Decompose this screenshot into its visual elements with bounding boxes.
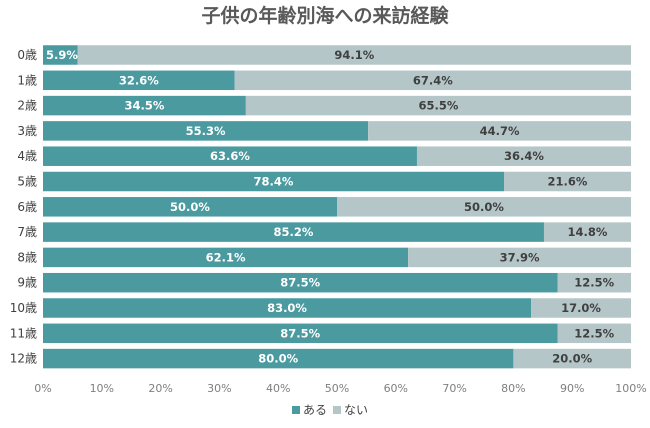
bar-segment-aru — [43, 247, 409, 268]
data-label-aru: 63.6% — [210, 149, 250, 163]
legend-swatch-nai — [333, 406, 341, 414]
bar-segment-aru — [43, 95, 246, 116]
bar-segment-nai — [557, 323, 631, 344]
data-label-nai: 36.4% — [504, 149, 544, 163]
data-label-nai: 50.0% — [464, 200, 504, 214]
x-tick-label: 90% — [560, 382, 584, 395]
x-tick-label: 60% — [384, 382, 408, 395]
legend-label-aru: ある — [303, 403, 327, 417]
bar-segment-aru — [43, 298, 532, 318]
data-label-aru: 32.6% — [119, 73, 159, 87]
bar-segment-aru — [43, 121, 369, 141]
category-label: 2歳 — [17, 99, 37, 113]
category-label: 3歳 — [17, 124, 37, 138]
data-label-aru: 50.0% — [170, 200, 210, 214]
bar-segment-aru — [43, 272, 558, 293]
bar-segment-aru — [43, 222, 544, 242]
data-label-nai: 14.8% — [568, 225, 608, 239]
data-label-aru: 34.5% — [124, 99, 164, 113]
bar-segment-nai — [408, 247, 631, 268]
category-label: 12歳 — [10, 352, 37, 366]
category-label: 0歳 — [17, 48, 37, 62]
bar-segment-nai — [337, 197, 631, 217]
bar-segment-nai — [503, 171, 631, 192]
bar-segment-aru — [43, 348, 514, 369]
data-label-nai: 12.5% — [574, 276, 614, 290]
category-label: 7歳 — [17, 225, 37, 239]
x-tick-label: 70% — [442, 382, 466, 395]
data-label-nai: 20.0% — [552, 352, 592, 366]
x-axis-ticks: 0% 10% 20% 30% 40% 50% 60% 70% 80% 90% 100% — [34, 382, 646, 395]
category-label: 4歳 — [17, 149, 37, 163]
category-label: 6歳 — [17, 200, 37, 214]
x-tick-label: 30% — [207, 382, 231, 395]
bar-segment-nai — [416, 146, 631, 166]
x-tick-label: 100% — [615, 382, 646, 395]
data-label-nai: 65.5% — [418, 99, 458, 113]
category-label: 8歳 — [17, 250, 37, 264]
bar-segment-aru — [43, 197, 337, 217]
x-tick-label: 0% — [34, 382, 51, 395]
data-label-aru: 5.9% — [46, 48, 78, 62]
bar-segment-nai — [557, 272, 631, 293]
data-label-aru: 87.5% — [280, 326, 320, 340]
category-label: 9歳 — [17, 276, 37, 290]
bar-segment-nai — [513, 348, 631, 369]
data-label-aru: 83.0% — [267, 301, 307, 315]
data-label-aru: 55.3% — [186, 124, 226, 138]
chart-title: 子供の年齢別海への来訪経験 — [201, 4, 449, 27]
x-tick-label: 10% — [90, 382, 114, 395]
data-label-aru: 78.4% — [254, 175, 294, 189]
x-tick-label: 20% — [148, 382, 172, 395]
data-label-nai: 44.7% — [480, 124, 520, 138]
data-label-nai: 17.0% — [561, 301, 601, 315]
data-label-aru: 87.5% — [280, 276, 320, 290]
data-label-aru: 85.2% — [274, 225, 314, 239]
data-label-nai: 21.6% — [548, 175, 588, 189]
bar-segment-aru — [43, 45, 78, 65]
bar-segment-nai — [234, 70, 632, 91]
bar-segment-aru — [43, 171, 504, 192]
data-label-nai: 12.5% — [574, 326, 614, 340]
x-tick-label: 80% — [501, 382, 525, 395]
category-labels: 0歳 1歳 2歳 3歳 4歳 5歳 6歳 7歳 8歳 9歳 10歳 11歳 12歳 — [10, 48, 37, 366]
bar-segment-nai — [77, 45, 631, 65]
data-label-aru: 80.0% — [258, 352, 298, 366]
legend-swatch-aru — [292, 406, 300, 414]
bar-segment-nai — [245, 95, 632, 116]
legend-label-nai: ない — [344, 403, 368, 417]
data-label-aru: 62.1% — [206, 250, 246, 264]
category-label: 1歳 — [17, 73, 37, 87]
category-label: 10歳 — [10, 301, 37, 315]
bar-segment-nai — [531, 298, 631, 318]
data-label-nai: 67.4% — [413, 73, 453, 87]
data-label-nai: 37.9% — [500, 250, 540, 264]
bar-segment-aru — [43, 70, 235, 91]
category-label: 5歳 — [17, 175, 37, 189]
bar-segment-aru — [43, 323, 558, 344]
bar-segment-nai — [543, 222, 631, 242]
legend: ある ない — [292, 403, 368, 417]
bar-segment-aru — [43, 146, 417, 166]
bar-segment-nai — [368, 121, 631, 141]
data-label-nai: 94.1% — [334, 48, 374, 62]
x-tick-label: 40% — [266, 382, 290, 395]
x-tick-label: 50% — [325, 382, 349, 395]
category-label: 11歳 — [10, 326, 37, 340]
bars-group: 5.9% 94.1% 32.6% 67.4% 34.5% 65.5% 55.3% 44.7% 6… — [43, 45, 632, 369]
